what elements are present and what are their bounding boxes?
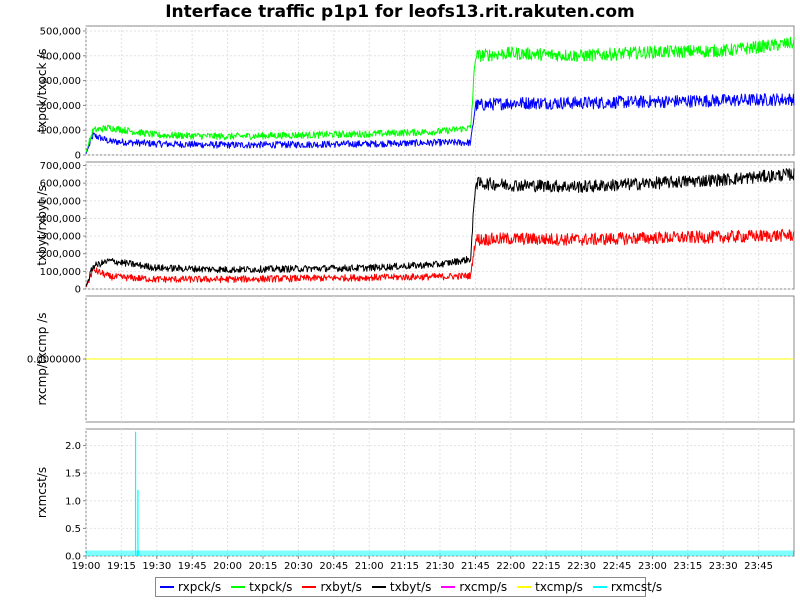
x-tick-label: 23:00 [638,561,667,572]
panel-2-ytick-label: 400,000 [40,214,81,225]
panel-2-ytick-label: 600,000 [40,179,81,190]
series-rxmcst-baseline [86,550,794,556]
x-tick-label: 20:15 [249,561,278,572]
x-tick-label: 19:45 [178,561,207,572]
chart-title: Interface traffic p1p1 for leofs13.rit.r… [165,2,635,22]
panel-4-ytick-label: 0.0 [65,552,81,563]
legend-item-rxmcst: rxmcst/s [592,580,663,594]
x-tick-label: 23:15 [673,561,702,572]
legend-label: rxmcst/s [610,580,663,594]
panel-3-ylabel: rxcmp/txcmp /s [35,312,49,405]
legend-label: rxcmp/s [459,580,508,594]
x-tick-label: 23:30 [709,561,738,572]
legend-swatch [592,586,607,588]
x-tick-label: 19:15 [107,561,136,572]
legend-swatch [302,586,317,588]
x-tick-label: 22:15 [532,561,561,572]
x-tick-label: 21:45 [461,561,490,572]
x-tick-label: 22:00 [496,561,525,572]
legend-swatch [371,586,386,588]
panel-4-ytick-label: 1.0 [65,496,81,507]
series-rxbyt-line [85,228,795,288]
legend-label: txpck/s [249,580,293,594]
panel-2-ytick-label: 700,000 [40,161,81,172]
panel-1-ylabel: txpck/txpck /s [35,48,49,132]
series-txpck-line [85,36,795,153]
legend-item-rxcmp: rxcmp/s [441,580,507,594]
legend-label: rxpck/s [178,580,222,594]
panel-4-ytick-label: 1.5 [65,469,81,480]
legend-item-txpck: txpck/s [231,580,292,594]
x-tick-label: 21:00 [355,561,384,572]
panel-1-ytick-label: 0 [75,151,81,162]
panel-1-ytick-label: 400,000 [40,51,81,62]
x-tick-label: 20:45 [319,561,348,572]
panel-2-ytick-label: 0 [75,285,81,296]
x-tick-label: 23:45 [744,561,773,572]
legend: rxpck/s txpck/s rxbyt/s txbyt/s rxcmp/s txcmp… [155,577,662,597]
panel-4-ylabel: rxmcst/s [35,467,49,518]
legend-label: txcmp/s [535,580,583,594]
x-tick-label: 21:30 [426,561,455,572]
panel-1-ytick-label: 200,000 [40,101,81,112]
series-rxpck-line [85,93,795,154]
legend-item-txbyt: txbyt/s [371,580,432,594]
x-tick-label: 21:15 [390,561,419,572]
panel-2-ylabel: txbyt/rxbyt /s [35,185,49,266]
legend-item-rxbyt: rxbyt/s [302,580,362,594]
panel-1-ytick-label: 500,000 [40,26,81,37]
legend-item-rxpck: rxpck/s [160,580,221,594]
panel-2-ytick-label: 500,000 [40,196,81,207]
series-txbyt-line [85,168,795,287]
x-tick-label: 19:30 [142,561,171,572]
x-tick-label: 19:00 [72,561,101,572]
panel-2-ytick-label: 100,000 [40,267,81,278]
x-tick-label: 20:00 [213,561,242,572]
legend-swatch [441,586,456,588]
panel-1-ytick-label: 300,000 [40,76,81,87]
legend-item-txcmp: txcmp/s [517,580,583,594]
x-tick-label: 22:30 [567,561,596,572]
legend-label: txbyt/s [389,580,432,594]
x-tick-label: 22:45 [603,561,632,572]
panel-2-ytick-label: 300,000 [40,232,81,243]
panel-2-ytick-label: 200,000 [40,249,81,260]
legend-swatch [231,586,246,588]
legend-label: rxbyt/s [320,580,362,594]
panel-4-frame [85,428,795,557]
panel-3-ytick-label: 0.0000000 [27,355,81,366]
panel-4-ytick-label: 0.5 [65,524,81,535]
panel-1-ytick-label: 100,000 [40,126,81,137]
x-tick-label: 20:30 [284,561,313,572]
legend-swatch [160,586,174,588]
panel-4-ytick-label: 2.0 [65,441,81,452]
legend-swatch [517,586,532,588]
